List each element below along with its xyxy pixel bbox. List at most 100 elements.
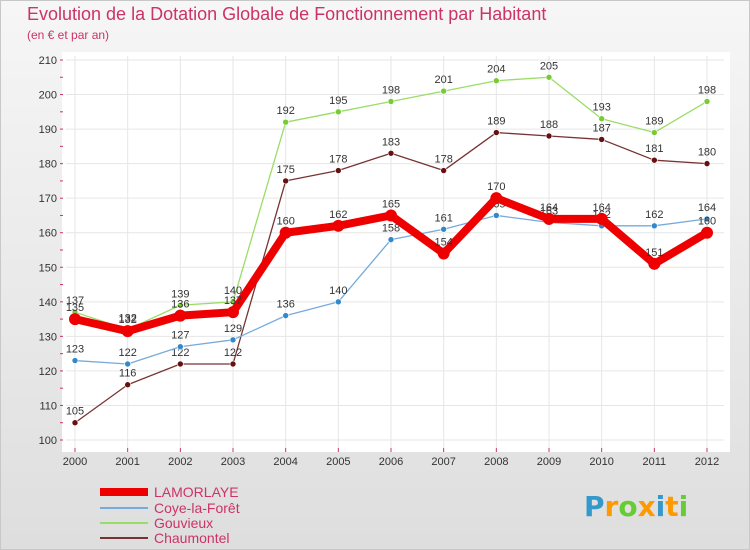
data-point xyxy=(703,98,711,105)
data-point xyxy=(282,312,289,319)
logo-letter: x xyxy=(637,490,656,523)
y-tick-label: 150 xyxy=(39,262,57,274)
x-tick-label: 2000 xyxy=(63,456,87,468)
data-label: 161 xyxy=(434,212,452,224)
data-label: 164 xyxy=(698,202,716,214)
data-label: 158 xyxy=(382,223,400,235)
data-point xyxy=(543,212,555,225)
x-tick-label: 2008 xyxy=(484,456,508,468)
data-point xyxy=(545,73,553,81)
data-label: 139 xyxy=(171,288,189,300)
data-label: 204 xyxy=(487,64,505,76)
data-point xyxy=(651,156,658,164)
data-point xyxy=(703,160,711,167)
data-point xyxy=(387,236,395,243)
y-tick-label: 190 xyxy=(39,124,57,136)
logo-letter: i xyxy=(655,490,666,523)
data-point xyxy=(703,215,711,223)
data-point xyxy=(335,167,342,174)
y-tick-label: 180 xyxy=(39,159,57,171)
x-tick-label: 2005 xyxy=(326,456,350,468)
legend-swatch xyxy=(100,488,148,496)
plot-area xyxy=(62,52,730,452)
data-label: 198 xyxy=(382,84,400,96)
data-label: 198 xyxy=(698,84,716,96)
data-label: 123 xyxy=(66,344,84,356)
data-point xyxy=(229,336,237,344)
data-label: 189 xyxy=(645,116,663,128)
data-point xyxy=(701,226,713,239)
data-point xyxy=(121,325,134,338)
x-tick-label: 2002 xyxy=(168,456,192,468)
data-point xyxy=(282,118,289,126)
data-point xyxy=(440,87,447,95)
data-label: 136 xyxy=(171,299,189,311)
x-tick-label: 2010 xyxy=(589,456,613,468)
data-point xyxy=(651,222,658,230)
data-label: 105 xyxy=(66,406,84,418)
legend-swatch xyxy=(100,522,148,524)
y-tick-label: 170 xyxy=(39,193,57,205)
data-point xyxy=(229,360,237,368)
legend-label: Coye-la-Forêt xyxy=(154,500,240,516)
legend-swatch xyxy=(100,537,148,539)
data-point xyxy=(177,301,184,309)
x-tick-label: 2012 xyxy=(695,456,719,468)
data-point xyxy=(387,149,395,157)
data-label: 162 xyxy=(329,209,347,221)
data-label: 175 xyxy=(276,164,294,176)
data-label: 116 xyxy=(119,368,137,380)
data-label: 180 xyxy=(698,147,716,159)
data-point xyxy=(545,132,553,140)
data-label: 195 xyxy=(329,95,347,107)
data-label: 170 xyxy=(487,181,505,193)
data-point xyxy=(174,309,187,322)
data-point xyxy=(493,77,500,85)
data-label: 162 xyxy=(645,209,663,221)
data-label: 189 xyxy=(487,116,505,128)
legend-label: Chaumontel xyxy=(154,530,230,546)
data-label: 137 xyxy=(224,295,242,307)
data-point xyxy=(335,298,342,306)
data-label: 164 xyxy=(540,202,558,214)
data-point xyxy=(440,225,447,233)
data-point xyxy=(648,257,661,270)
logo-letter: t xyxy=(665,490,679,523)
data-label: 188 xyxy=(540,119,558,131)
data-label: 127 xyxy=(171,330,189,342)
logo-letter: r xyxy=(604,490,619,523)
x-tick-label: 2001 xyxy=(115,456,139,468)
data-label: 122 xyxy=(224,347,242,359)
data-label: 154 xyxy=(434,236,452,248)
data-label: 164 xyxy=(592,202,610,214)
data-point xyxy=(385,209,397,222)
data-label: 140 xyxy=(329,285,347,297)
data-point xyxy=(282,177,289,185)
data-label: 178 xyxy=(329,154,347,166)
x-tick-label: 2004 xyxy=(273,456,297,468)
data-point xyxy=(335,108,342,116)
data-point xyxy=(227,306,239,319)
data-point xyxy=(440,167,447,174)
data-point xyxy=(332,219,345,232)
x-tick-label: 2007 xyxy=(431,456,455,468)
data-label: 137 xyxy=(66,295,84,307)
data-point xyxy=(598,136,605,143)
data-label: 122 xyxy=(118,347,136,359)
x-tick-label: 2011 xyxy=(643,456,667,468)
y-tick-label: 120 xyxy=(39,366,57,378)
x-tick-label: 2009 xyxy=(537,456,561,468)
data-point xyxy=(124,360,131,368)
data-label: 135 xyxy=(66,302,84,314)
data-point xyxy=(177,360,184,368)
data-point xyxy=(124,381,131,389)
logo-letter: o xyxy=(618,490,638,523)
data-point xyxy=(69,313,81,326)
data-point xyxy=(71,419,79,427)
logo-letter: P xyxy=(584,490,605,523)
data-label: 192 xyxy=(276,105,294,117)
data-point xyxy=(493,129,500,136)
data-point xyxy=(279,226,292,239)
y-tick-label: 110 xyxy=(39,400,57,412)
